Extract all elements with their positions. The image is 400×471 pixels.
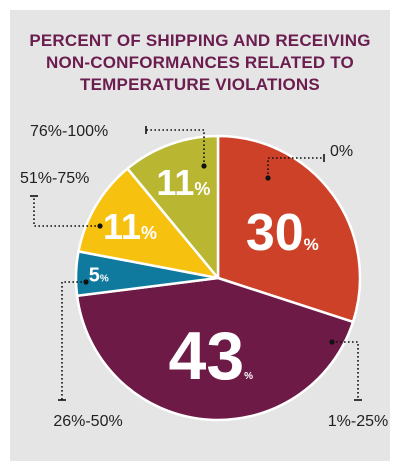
pie-slice-5 [126,134,220,280]
slice-value-number: 11 [103,206,141,247]
slice-category-label-5: 76%-100% [30,123,108,140]
slice-value-number: 11 [156,162,194,203]
leader-dot-2 [329,339,335,345]
leader-dot-3 [83,279,89,285]
slice-value-number: 5 [89,265,100,287]
chart-title-line-3: TEMPERATURE VIOLATIONS [80,75,320,94]
slice-category-label-4: 51%-75% [20,170,89,187]
leader-line-2 [332,341,359,400]
slice-value-percent-sign: % [244,371,253,382]
leader-line-5 [146,129,205,166]
chart-title: PERCENT OF SHIPPING AND RECEIVING NON-CO… [10,30,390,96]
slice-value-percent-sign: % [304,235,319,254]
slice-value-percent-sign: % [141,223,157,243]
slice-value-number: 43 [169,318,245,394]
slice-value-label-5: 11% [156,162,210,203]
slice-value-number: 30 [246,204,304,262]
slice-value-label-4: 11% [103,206,157,247]
slice-value-label-1: 30% [246,204,319,262]
slice-value-percent-sign: % [100,274,109,285]
leader-line-1 [267,157,324,178]
chart-title-line-2: NON-CONFORMANCES RELATED TO [46,53,354,72]
leader-dot-5 [201,163,207,169]
slice-category-label-1: 0% [330,143,353,160]
slice-category-label-2: 1%-25% [328,413,388,430]
leader-line-3 [61,281,86,400]
pie-slice-4 [77,167,220,280]
slice-value-label-2: 43% [169,318,254,394]
leader-dot-1 [265,175,271,181]
slice-value-label-3: 5% [89,265,109,287]
slice-category-label-3: 26%-50% [53,413,122,430]
slice-value-percent-sign: % [194,179,210,199]
chart-title-line-1: PERCENT OF SHIPPING AND RECEIVING [29,31,371,50]
pie-slice-1 [216,134,362,324]
pie-slice-2 [75,276,355,422]
leader-dot-4 [97,223,103,229]
